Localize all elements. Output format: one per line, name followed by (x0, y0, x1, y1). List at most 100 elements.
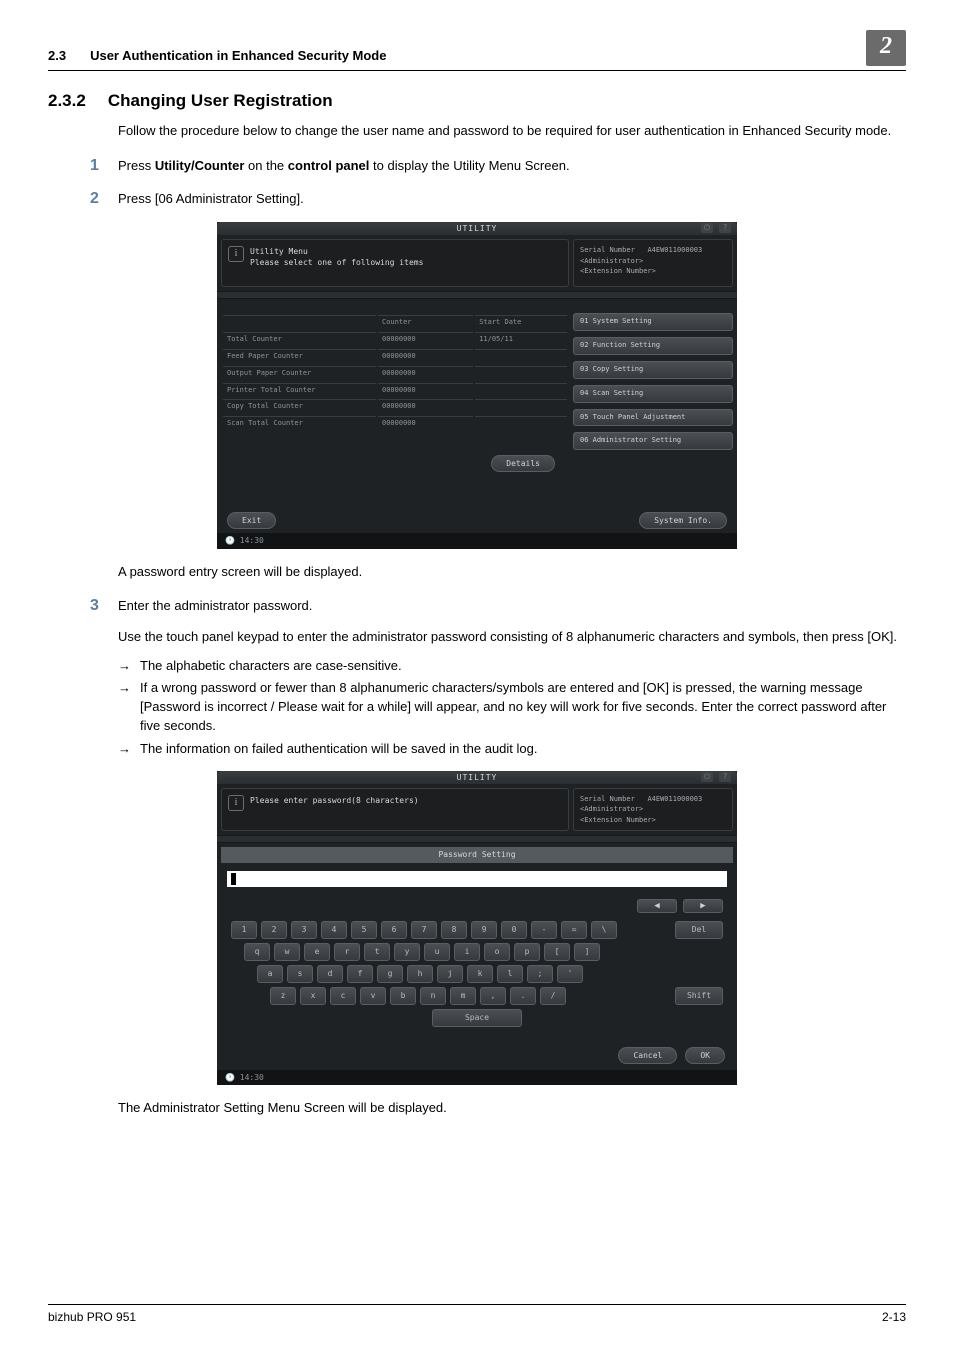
ss1-message-box: i Utility Menu Please select one of foll… (221, 239, 569, 287)
step-1-number: 1 (90, 155, 118, 177)
kb-key[interactable]: , (480, 987, 506, 1005)
kb-key[interactable]: . (510, 987, 536, 1005)
password-input[interactable] (227, 871, 727, 887)
kb-key[interactable]: ; (527, 965, 553, 983)
menu-function-setting[interactable]: 02 Function Setting (573, 337, 733, 355)
system-info-button[interactable]: System Info. (639, 512, 727, 529)
kb-key[interactable]: 3 (291, 921, 317, 939)
step-1-bold1: Utility/Counter (155, 158, 245, 173)
cursor-right-button[interactable]: ▶ (683, 899, 723, 913)
kb-key[interactable]: d (317, 965, 343, 983)
ss2-serial-label: Serial Number (580, 795, 635, 803)
space-button[interactable]: Space (432, 1009, 522, 1027)
cursor-left-button[interactable]: ◀ (637, 899, 677, 913)
kb-key[interactable]: 1 (231, 921, 257, 939)
menu-system-setting[interactable]: 01 System Setting (573, 313, 733, 331)
ss2-admin: <Administrator> (580, 804, 726, 815)
help-icon[interactable]: ? (719, 223, 731, 233)
arrow-icon: → (118, 740, 140, 759)
kb-key[interactable]: t (364, 943, 390, 961)
header-section-number: 2.3 (48, 47, 66, 65)
kb-key[interactable]: a (257, 965, 283, 983)
kb-key[interactable]: v (360, 987, 386, 1005)
menu-touch-panel-adjustment[interactable]: 05 Touch Panel Adjustment (573, 409, 733, 427)
kb-key[interactable]: i (454, 943, 480, 961)
table-row: Feed Paper Counter00000000 (223, 349, 567, 364)
kb-key[interactable]: b (390, 987, 416, 1005)
bullet-1-text: The alphabetic characters are case-sensi… (140, 657, 906, 676)
kb-key[interactable]: k (467, 965, 493, 983)
step-1-text: Press Utility/Counter on the control pan… (118, 155, 906, 177)
ss2-message-box: i Please enter password(8 characters) (221, 788, 569, 832)
kb-key[interactable]: 9 (471, 921, 497, 939)
bullet-list: → The alphabetic characters are case-sen… (118, 657, 906, 759)
kb-key[interactable]: u (424, 943, 450, 961)
step-3-body: Use the touch panel keypad to enter the … (118, 628, 906, 647)
kb-key[interactable]: r (334, 943, 360, 961)
table-row: Total Counter0000000011/05/11 (223, 332, 567, 347)
power-icon[interactable]: ⏻ (701, 223, 713, 233)
kb-key[interactable]: h (407, 965, 433, 983)
ss1-message: Utility Menu Please select one of follow… (250, 246, 423, 268)
intro-text: Follow the procedure below to change the… (118, 122, 906, 141)
kb-key[interactable]: f (347, 965, 373, 983)
step-1-bold2: control panel (288, 158, 370, 173)
kb-key[interactable]: [ (544, 943, 570, 961)
kb-key[interactable]: 5 (351, 921, 377, 939)
shift-button[interactable]: Shift (675, 987, 723, 1005)
kb-key[interactable]: / (540, 987, 566, 1005)
menu-scan-setting[interactable]: 04 Scan Setting (573, 385, 733, 403)
details-button[interactable]: Details (491, 455, 555, 472)
step-3: 3 Enter the administrator password. (90, 595, 906, 617)
kb-key[interactable]: o (484, 943, 510, 961)
kb-key[interactable]: 6 (381, 921, 407, 939)
bullet-2: → If a wrong password or fewer than 8 al… (118, 679, 906, 736)
kb-key[interactable]: j (437, 965, 463, 983)
del-button[interactable]: Del (675, 921, 723, 939)
step-2-number: 2 (90, 188, 118, 210)
kb-key[interactable]: p (514, 943, 540, 961)
step-2: 2 Press [06 Administrator Setting]. (90, 188, 906, 210)
kb-key[interactable]: = (561, 921, 587, 939)
kb-key[interactable]: n (420, 987, 446, 1005)
ss2-time-value: 14:30 (240, 1073, 264, 1082)
kb-key[interactable]: z (270, 987, 296, 1005)
ss1-menu-column: 01 System Setting 02 Function Setting 03… (573, 299, 733, 502)
power-icon[interactable]: ⏻ (701, 772, 713, 782)
kb-key[interactable]: 2 (261, 921, 287, 939)
kb-key[interactable]: l (497, 965, 523, 983)
kb-key[interactable]: 0 (501, 921, 527, 939)
kb-key[interactable]: - (531, 921, 557, 939)
kb-key[interactable]: ] (574, 943, 600, 961)
help-icon[interactable]: ? (719, 772, 731, 782)
kb-key[interactable]: 7 (411, 921, 437, 939)
bullet-1: → The alphabetic characters are case-sen… (118, 657, 906, 676)
menu-administrator-setting[interactable]: 06 Administrator Setting (573, 432, 733, 450)
bullet-3-text: The information on failed authentication… (140, 740, 906, 759)
kb-key[interactable]: c (330, 987, 356, 1005)
kb-key[interactable]: \ (591, 921, 617, 939)
kb-key[interactable]: g (377, 965, 403, 983)
kb-key[interactable]: ' (557, 965, 583, 983)
kb-key[interactable]: 8 (441, 921, 467, 939)
kb-key[interactable]: e (304, 943, 330, 961)
cancel-button[interactable]: Cancel (618, 1047, 677, 1064)
kb-key[interactable]: q (244, 943, 270, 961)
ss1-title: UTILITY (457, 223, 498, 234)
kb-key[interactable]: m (450, 987, 476, 1005)
kb-key[interactable]: w (274, 943, 300, 961)
ss2-serial: Serial Number A4EW011000003 (580, 794, 726, 805)
th-start: Start Date (475, 315, 567, 330)
header-section-title: User Authentication in Enhanced Security… (90, 47, 866, 65)
ok-button[interactable]: OK (685, 1047, 725, 1064)
step-1-suffix: to display the Utility Menu Screen. (369, 158, 569, 173)
ss1-serial-label: Serial Number (580, 246, 635, 254)
ss1-serial-value: A4EW011000003 (647, 246, 702, 254)
menu-copy-setting[interactable]: 03 Copy Setting (573, 361, 733, 379)
kb-key[interactable]: 4 (321, 921, 347, 939)
kb-key[interactable]: s (287, 965, 313, 983)
exit-button[interactable]: Exit (227, 512, 276, 529)
ss1-time-value: 14:30 (240, 536, 264, 545)
kb-key[interactable]: x (300, 987, 326, 1005)
kb-key[interactable]: y (394, 943, 420, 961)
